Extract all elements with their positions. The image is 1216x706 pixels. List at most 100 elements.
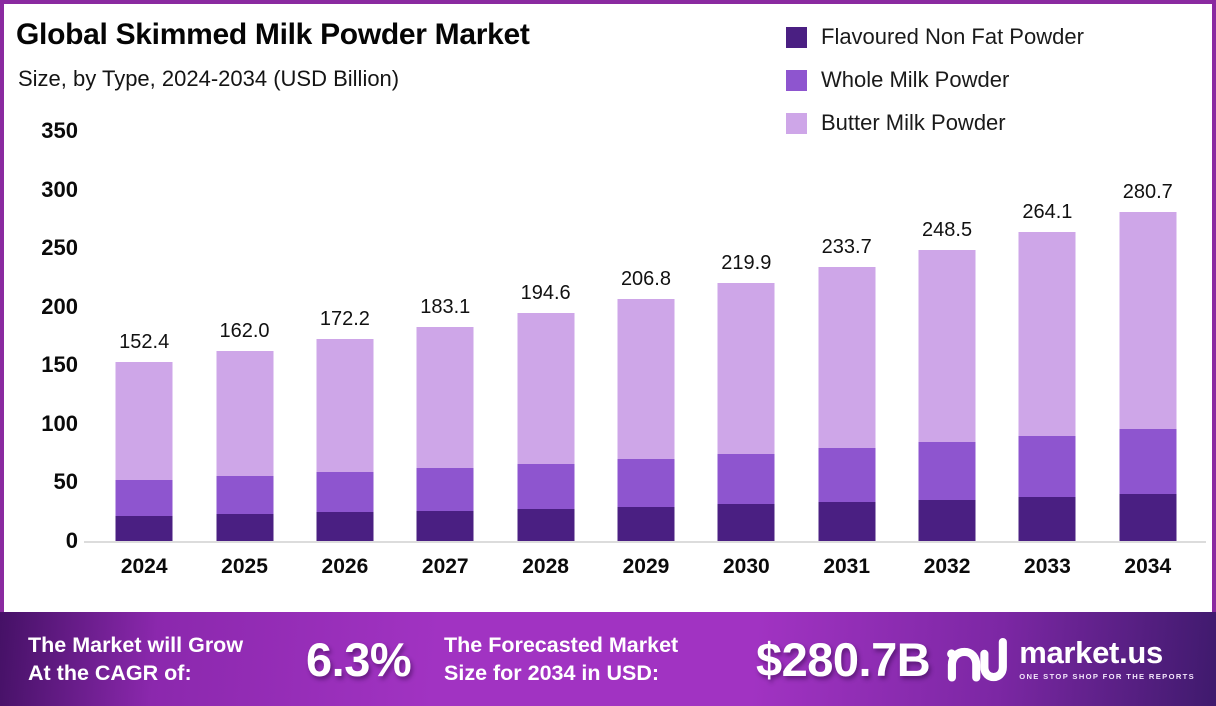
bar-2029: 206.8 xyxy=(596,131,696,541)
bar-total-label-2028: 194.6 xyxy=(520,282,571,305)
bar-segment-2032-whole-milk-powder xyxy=(918,442,976,500)
x-label-2031: 2031 xyxy=(823,555,871,578)
bar-2026: 172.2 xyxy=(295,131,395,541)
market-us-logo-icon xyxy=(947,637,1008,682)
y-tick-0: 0 xyxy=(65,528,78,553)
legend-swatch-butter-milk-powder xyxy=(786,112,807,134)
bar-2034: 280.7 xyxy=(1098,131,1198,541)
plot-area: 0 50 100 150 200 250 300 350 152.4 162.0 172.2 183… xyxy=(4,4,1212,612)
x-label-2028: 2028 xyxy=(522,555,569,578)
y-tick-350: 350 xyxy=(41,118,78,143)
x-axis-baseline xyxy=(84,541,1206,543)
bar-segment-2031-butter-milk-powder xyxy=(818,267,876,449)
bar-total-label-2033: 264.1 xyxy=(1022,200,1073,223)
legend-swatch-whole-milk-powder xyxy=(786,69,807,91)
chart-subtitle: Size, by Type, 2024-2034 (USD Billion) xyxy=(18,66,400,91)
bar-stack-2024 xyxy=(115,362,173,541)
bar-total-label-2025: 162.0 xyxy=(219,320,270,343)
bar-segment-2024-whole-milk-powder xyxy=(115,480,173,516)
bar-2030: 219.9 xyxy=(696,131,796,541)
bar-segment-2032-flavoured-non-fat-powder xyxy=(918,499,976,541)
bar-segment-2030-butter-milk-powder xyxy=(717,283,775,454)
bar-segment-2025-butter-milk-powder xyxy=(216,351,274,477)
bar-segment-2025-flavoured-non-fat-powder xyxy=(216,514,274,541)
bar-stack-2033 xyxy=(1018,231,1076,541)
legend-item-butter-milk-powder: Butter Milk Powder xyxy=(786,110,1084,136)
bar-stack-2026 xyxy=(316,339,374,541)
y-tick-50: 50 xyxy=(53,469,78,495)
bar-stack-2029 xyxy=(617,298,675,541)
bar-2025: 162.0 xyxy=(194,131,294,541)
bar-segment-2034-butter-milk-powder xyxy=(1119,212,1177,430)
bar-segment-2033-whole-milk-powder xyxy=(1018,436,1076,498)
forecast-label: The Forecasted Market Size for 2034 in U… xyxy=(444,632,679,685)
chart-panel: Global Skimmed Milk Powder Market Size, … xyxy=(0,0,1216,612)
legend-item-whole-milk-powder: Whole Milk Powder xyxy=(786,67,1084,93)
bar-2033: 264.1 xyxy=(997,131,1097,541)
bar-segment-2027-flavoured-non-fat-powder xyxy=(416,510,474,541)
bar-segment-2032-butter-milk-powder xyxy=(918,249,976,443)
bar-segment-2024-butter-milk-powder xyxy=(115,362,173,481)
bar-segment-2026-whole-milk-powder xyxy=(316,472,374,513)
bar-stack-2027 xyxy=(416,326,474,541)
bar-stack-2034 xyxy=(1119,212,1177,541)
y-tick-150: 150 xyxy=(41,352,78,378)
x-label-2026: 2026 xyxy=(321,555,369,578)
bar-segment-2030-flavoured-non-fat-powder xyxy=(717,504,775,541)
bar-segment-2028-butter-milk-powder xyxy=(517,313,575,464)
brand-text: market.us ONE STOP SHOP FOR THE REPORTS xyxy=(1019,637,1195,681)
bar-total-label-2030: 219.9 xyxy=(721,252,772,275)
bar-2027: 183.1 xyxy=(395,131,495,541)
brand-tagline: ONE STOP SHOP FOR THE REPORTS xyxy=(1019,671,1196,681)
bar-2024: 152.4 xyxy=(94,131,194,541)
cagr-label: The Market will Grow At the CAGR of: xyxy=(28,632,244,685)
bars: 152.4 162.0 172.2 183.1 194.6 206.8 219.9 233.7… xyxy=(94,131,1198,541)
bar-stack-2032 xyxy=(918,249,976,541)
forecast-value: $280.7B xyxy=(756,632,931,686)
bar-total-label-2026: 172.2 xyxy=(319,308,370,331)
x-label-2027: 2027 xyxy=(421,555,469,578)
bar-segment-2034-flavoured-non-fat-powder xyxy=(1119,494,1177,541)
bar-segment-2033-flavoured-non-fat-powder xyxy=(1018,497,1076,541)
bar-segment-2024-flavoured-non-fat-powder xyxy=(115,515,173,541)
y-tick-200: 200 xyxy=(41,293,78,319)
legend-swatch-flavoured-non-fat-powder xyxy=(786,26,807,48)
bar-total-label-2031: 233.7 xyxy=(821,236,872,259)
bar-2028: 194.6 xyxy=(495,131,595,541)
x-label-2025: 2025 xyxy=(221,555,268,578)
bar-segment-2031-whole-milk-powder xyxy=(818,448,876,503)
bar-total-label-2029: 206.8 xyxy=(620,267,671,290)
bar-segment-2027-whole-milk-powder xyxy=(416,468,474,511)
bar-segment-2034-whole-milk-powder xyxy=(1119,429,1177,495)
bar-segment-2025-whole-milk-powder xyxy=(216,476,274,515)
bar-segment-2027-butter-milk-powder xyxy=(416,326,474,469)
bar-2031: 233.7 xyxy=(797,131,897,541)
bar-segment-2033-butter-milk-powder xyxy=(1018,231,1076,437)
bar-segment-2029-butter-milk-powder xyxy=(617,298,675,459)
x-axis: 2024 2025 2026 2027 2028 2029 2030 2031 2032 2033… xyxy=(94,555,1198,579)
bar-stack-2028 xyxy=(517,313,575,541)
x-label-2034: 2034 xyxy=(1124,555,1172,578)
bar-stack-2031 xyxy=(818,267,876,541)
bar-segment-2030-whole-milk-powder xyxy=(717,453,775,505)
x-label-2033: 2033 xyxy=(1024,555,1071,578)
bar-total-label-2024: 152.4 xyxy=(119,331,170,354)
legend-label: Whole Milk Powder xyxy=(821,67,1010,92)
legend: Flavoured Non Fat Powder Whole Milk Powd… xyxy=(786,24,1084,136)
y-tick-250: 250 xyxy=(41,235,78,261)
x-label-2024: 2024 xyxy=(120,555,168,578)
bar-total-label-2032: 248.5 xyxy=(922,218,973,241)
x-label-2030: 2030 xyxy=(722,555,770,578)
brand-name: market.us xyxy=(1019,635,1163,671)
bar-total-label-2034: 280.7 xyxy=(1122,181,1173,204)
cagr-value: 6.3% xyxy=(306,632,412,686)
chart-title: Global Skimmed Milk Powder Market xyxy=(16,18,530,51)
footer-banner: The Market will Grow At the CAGR of: 6.3… xyxy=(0,612,1216,706)
bar-segment-2026-butter-milk-powder xyxy=(316,339,374,473)
bar-segment-2029-flavoured-non-fat-powder xyxy=(617,506,675,541)
y-tick-100: 100 xyxy=(41,410,78,436)
bar-2032: 248.5 xyxy=(897,131,997,541)
x-label-2032: 2032 xyxy=(923,555,971,578)
bar-segment-2031-flavoured-non-fat-powder xyxy=(818,502,876,541)
legend-label: Flavoured Non Fat Powder xyxy=(821,24,1084,49)
